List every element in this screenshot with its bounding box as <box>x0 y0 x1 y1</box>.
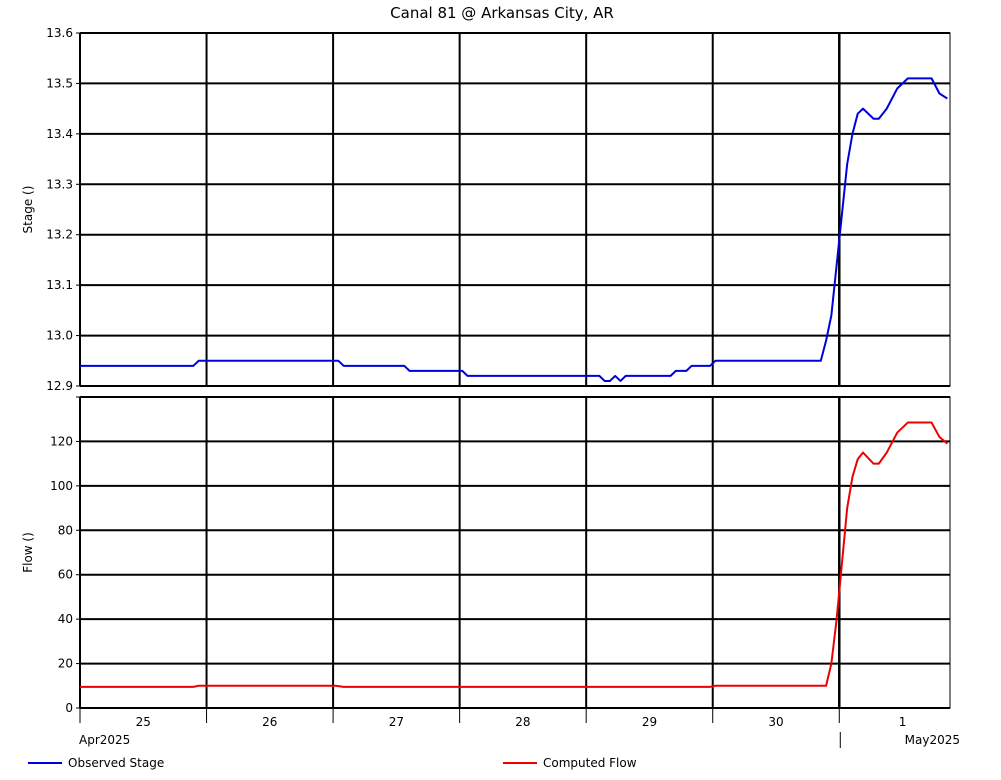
chart-legend: Observed Stage Computed Flow <box>28 756 637 770</box>
x-tick-label: 25 <box>136 715 151 729</box>
month-label: May2025 <box>905 733 960 747</box>
legend-label: Observed Stage <box>68 756 164 770</box>
series-line-computed-flow <box>80 421 949 688</box>
month-label: Apr2025 <box>79 733 130 747</box>
y-tick-label: 13.4 <box>46 127 73 141</box>
x-tick-label: 1 <box>899 715 907 729</box>
legend-entry: Observed Stage <box>28 756 164 770</box>
y-tick-label: 0 <box>65 701 73 715</box>
y-tick-label: 12.9 <box>46 379 73 393</box>
legend-label: Computed Flow <box>543 756 637 770</box>
y-tick-label: 13.6 <box>46 26 73 40</box>
x-tick-label: 28 <box>515 715 530 729</box>
legend-entry: Computed Flow <box>503 756 637 770</box>
y-tick-label: 13.3 <box>46 177 73 191</box>
y-axis-label: Flow () <box>21 532 35 573</box>
plot-area <box>80 397 950 708</box>
y-tick-label: 20 <box>58 657 73 671</box>
plot-frame <box>79 396 951 709</box>
chart-title: Canal 81 @ Arkansas City, AR <box>390 4 614 22</box>
series-line-observed-stage <box>80 77 948 382</box>
x-tick-label: 27 <box>389 715 404 729</box>
y-tick-label: 80 <box>58 523 73 537</box>
chart-panels: 12.9 13.0 13.1 13.2 13.3 13.4 13.5 13.6 Stage ()… <box>21 26 951 715</box>
y-tick-label: 13.5 <box>46 76 73 90</box>
plot-area <box>80 33 950 386</box>
y-tick-label: 13.2 <box>46 228 73 242</box>
x-axis: 25 26 27 28 29 30 1 Apr2025 May2025 <box>79 708 960 748</box>
stage-panel: 12.9 13.0 13.1 13.2 13.3 13.4 13.5 13.6 Stage () <box>21 26 951 393</box>
flow-panel: 0 20 40 60 80 100 120 Flow () <box>21 396 951 715</box>
y-tick-label: 40 <box>58 612 73 626</box>
plot-frame <box>79 32 951 387</box>
y-tick-label: 100 <box>50 479 73 493</box>
x-tick-label: 29 <box>642 715 657 729</box>
y-axis-label: Stage () <box>21 186 35 234</box>
y-tick-label: 120 <box>50 434 73 448</box>
x-tick-label: 30 <box>768 715 783 729</box>
x-tick-label: 26 <box>262 715 277 729</box>
y-tick-label: 13.0 <box>46 329 73 343</box>
y-tick-label: 60 <box>58 568 73 582</box>
y-tick-label: 13.1 <box>46 278 73 292</box>
